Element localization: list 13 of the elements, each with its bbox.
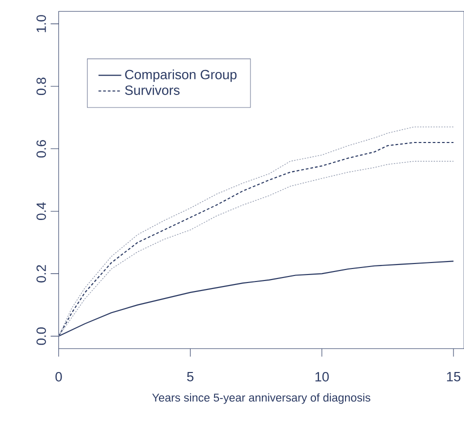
- y-tick-label: 0.8: [36, 78, 46, 96]
- x-tick-label: 10: [315, 372, 329, 382]
- y-tick-label: 0.0: [36, 327, 46, 345]
- y-tick-label: 0.2: [36, 265, 46, 282]
- y-tick-label: 0.4: [36, 202, 46, 220]
- y-tick-label: 0.6: [36, 140, 46, 158]
- y-tick-label: 1.0: [36, 15, 46, 32]
- legend-label: Survivors: [125, 85, 180, 95]
- x-tick-label: 5: [187, 372, 194, 382]
- x-tick-label: 15: [447, 372, 460, 382]
- x-tick-label: 0: [55, 372, 62, 382]
- x-axis-title: Years since 5-year anniversary of diagnosis: [152, 393, 370, 404]
- legend-label: Comparison Group: [125, 69, 237, 82]
